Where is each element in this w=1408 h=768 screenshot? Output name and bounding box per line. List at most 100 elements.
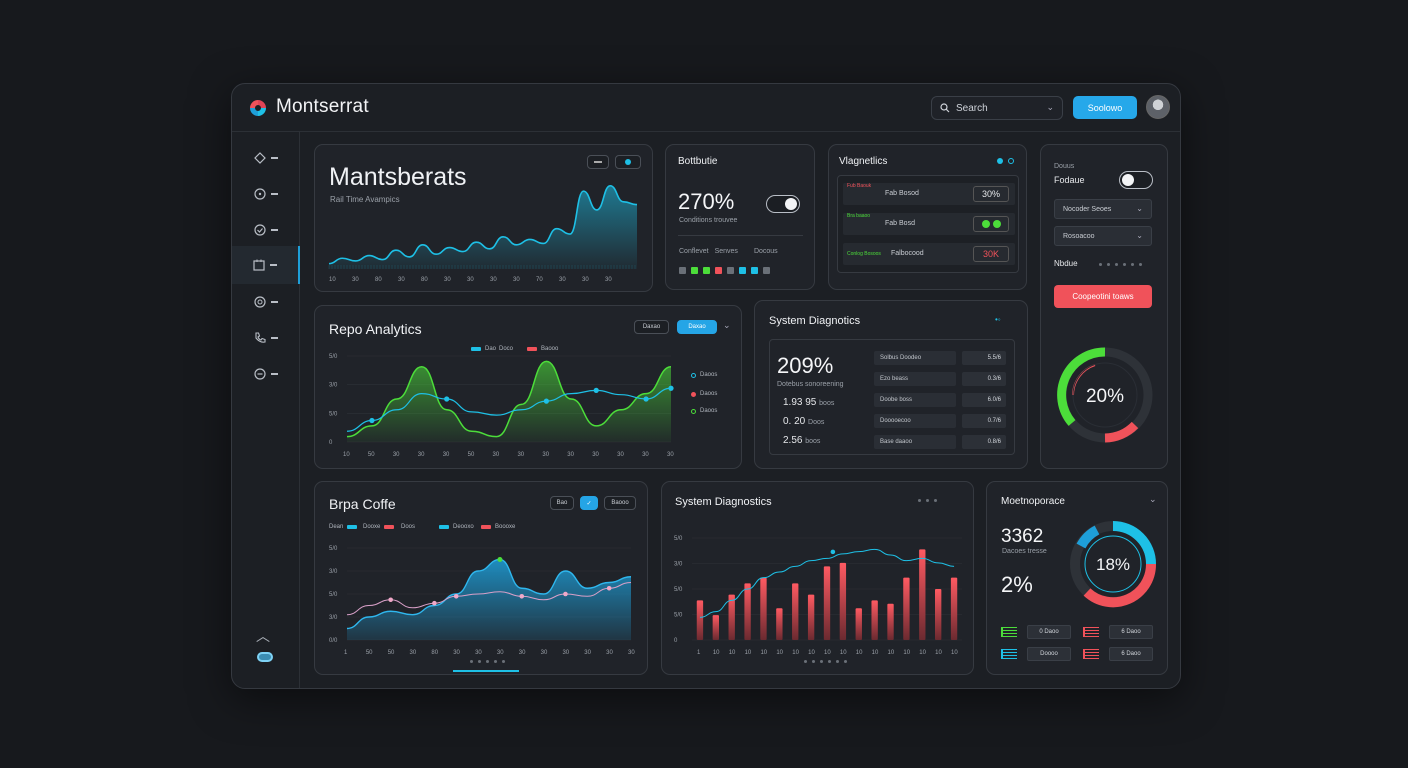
hero-toggle-a[interactable] <box>587 155 609 169</box>
battery-title: Bottbutie <box>678 156 718 167</box>
settings-action-button[interactable]: Coopeotini toaws <box>1054 285 1152 308</box>
settings-dropdown-2[interactable]: Rosoacoo ⌄ <box>1054 226 1152 246</box>
sidebar-item-dot[interactable] <box>232 176 300 212</box>
battery-toggle[interactable] <box>766 195 800 213</box>
diag-row-3: Conlog Bosoos Falbocood 30K <box>843 243 1015 265</box>
bar <box>744 583 751 640</box>
repo-pill-1[interactable]: Daxao <box>634 320 669 334</box>
hero-x-tick: 30 <box>559 277 566 283</box>
phone-icon <box>255 332 266 343</box>
primary-button[interactable]: Soolowo <box>1073 96 1137 119</box>
bar-x-tick: 10 <box>729 650 736 656</box>
system-diagnotics-card: System Diagnotics •◦ 209% Dotebus sonore… <box>754 300 1028 469</box>
chevron-down-icon[interactable]: ⌄ <box>723 320 731 330</box>
settings-dropdown-1[interactable]: Nocoder Seoes ⌄ <box>1054 199 1152 219</box>
repo-x-tick: 30 <box>542 452 549 458</box>
brpa-pagination[interactable] <box>470 660 505 663</box>
circle-dot-icon <box>254 188 266 200</box>
battery-value: 270% <box>678 189 735 214</box>
bar <box>728 594 735 640</box>
sysdiag-row-label: Solbus Doodeo <box>874 351 956 365</box>
collapse-chevron-icon[interactable]: ︿ <box>256 628 270 644</box>
brpa-point <box>606 585 612 591</box>
macro-title: Moetnoporace <box>1001 496 1065 507</box>
sidebar-item-pin[interactable] <box>232 140 300 176</box>
macro-donut: 18% <box>1070 521 1157 608</box>
bar <box>792 583 799 640</box>
sidebar-item-phone[interactable] <box>232 320 300 356</box>
macro-value-1: 3362 <box>1001 526 1044 547</box>
brpa-y-tick: 3/0 <box>329 569 338 575</box>
sidebar-item-check[interactable] <box>232 212 300 248</box>
hero-toggle-b[interactable] <box>615 155 641 169</box>
repo-x-tick: 50 <box>368 452 375 458</box>
bar-trend-line <box>699 548 955 618</box>
brpa-point <box>453 594 459 599</box>
bar-y-tick: 5/0 <box>674 613 683 619</box>
bar <box>871 600 878 640</box>
settings-label-main: Fodaue <box>1054 175 1085 185</box>
sysdiag-row-label: Base daaoo <box>874 435 956 449</box>
repo-legend-3: Baooo <box>527 346 558 352</box>
bar-x-tick: 10 <box>745 650 752 656</box>
repo-title: Repo Analytics <box>329 321 422 337</box>
sysdiag2-pagination[interactable] <box>804 660 847 663</box>
brpa-peak-point <box>497 557 503 562</box>
sidebar-item-calendar[interactable] <box>232 246 300 284</box>
battery-swatch <box>739 267 746 274</box>
bar <box>760 577 767 640</box>
brpa-pill-2[interactable]: ✓ <box>580 496 598 510</box>
chevron-down-icon[interactable]: ⌄ <box>1149 494 1157 504</box>
brpa-legend-1: Dean <box>329 524 358 530</box>
sidebar-item-location[interactable] <box>232 284 300 320</box>
repo-pill-2[interactable]: Daxao <box>677 320 717 334</box>
repo-green-line <box>346 360 672 438</box>
brpa-y-tick: 3/0 <box>329 615 338 621</box>
sysdiag-row-label: Dooooecoo <box>874 414 956 428</box>
bar-y-tick: 5/0 <box>674 536 683 542</box>
brpa-legend-2: Dooxe <box>363 524 395 530</box>
sidebar: ︿ <box>232 132 300 688</box>
location-icon <box>254 296 266 308</box>
sysdiag-line-1: 1.93 95 boos <box>783 397 835 408</box>
bar-x-tick: 10 <box>776 650 783 656</box>
check-circle-icon <box>254 224 266 236</box>
brpa-x-tick: 30 <box>606 650 613 656</box>
macro-row[interactable]: Doooo <box>1027 647 1071 661</box>
calendar-icon <box>253 259 265 271</box>
repo-side-legend-2: Daoos <box>691 391 717 397</box>
pin-icon <box>254 152 266 164</box>
bar <box>855 608 862 640</box>
sysdiag2-more[interactable] <box>918 499 937 502</box>
brpa-pill-3[interactable]: Baooo <box>604 496 636 510</box>
brpa-point <box>563 591 568 597</box>
settings-toggle[interactable] <box>1119 171 1153 189</box>
macro-row[interactable]: 6 Daoo <box>1109 625 1153 639</box>
bar-y-tick: 0 <box>674 638 678 644</box>
macro-row[interactable]: 0 Daoo <box>1027 625 1071 639</box>
bar-x-tick: 10 <box>903 650 910 656</box>
macro-row[interactable]: 6 Daoo <box>1109 647 1153 661</box>
brpa-x-tick: 30 <box>562 650 569 656</box>
brpa-coffe-card: Brpa Coffe Bao ✓ Baooo Dean Dooxe Doos D… <box>314 481 648 675</box>
sysdiag-row-value: 6.0/6 <box>962 393 1006 407</box>
brpa-x-tick: 30 <box>519 650 526 656</box>
sysdiag-big-sub: Dotebus sonoreening <box>777 381 844 388</box>
search-input[interactable]: Search ⌄ <box>931 96 1063 120</box>
more-icon[interactable]: •◦ <box>995 315 1001 324</box>
sidebar-item-minus[interactable] <box>232 356 300 392</box>
brpa-pill-1[interactable]: Bao <box>550 496 574 510</box>
hero-card: Mantsberats Rail Time Avampics 10 30 80 30 8… <box>314 144 653 292</box>
hero-x-tick: 30 <box>398 277 405 283</box>
bar-x-tick: 10 <box>760 650 767 656</box>
brpa-scroll-indicator[interactable] <box>453 670 519 672</box>
bar-x-tick: 1 <box>697 650 701 656</box>
macro-card: Moetnoporace ⌄ 3362 Dacoes tresse 2% 18%… <box>986 481 1168 675</box>
brpa-x-tick: 30 <box>475 650 482 656</box>
minus-circle-icon <box>254 368 266 380</box>
avatar[interactable] <box>1146 95 1170 119</box>
brpa-x-tick: 30 <box>497 650 504 656</box>
settings-dots[interactable] <box>1099 263 1142 266</box>
repo-x-tick: 30 <box>667 452 674 458</box>
bar <box>696 600 704 640</box>
